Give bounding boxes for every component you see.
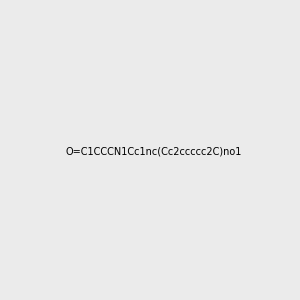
Text: O=C1CCCN1Cc1nc(Cc2ccccc2C)no1: O=C1CCCN1Cc1nc(Cc2ccccc2C)no1 [66,146,242,157]
